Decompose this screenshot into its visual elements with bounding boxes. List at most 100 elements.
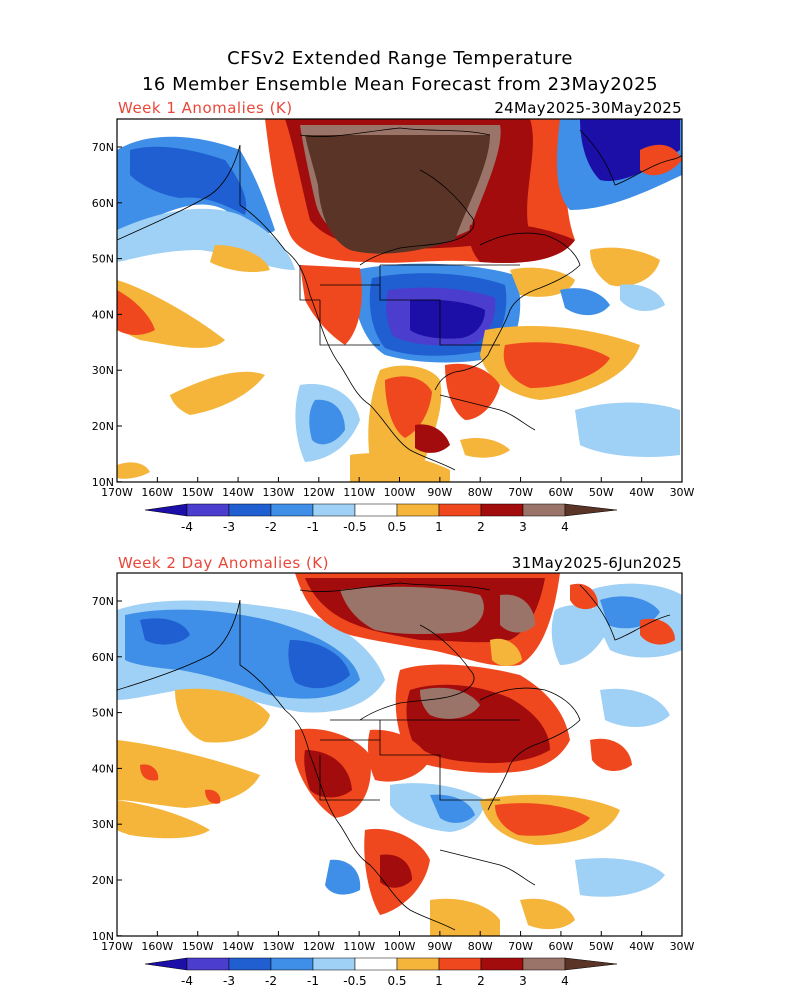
lat-label: 30N	[92, 818, 114, 831]
lon-label: 170W	[101, 940, 133, 953]
colorbar-label: 1	[435, 974, 443, 988]
lon-label: 40W	[629, 940, 654, 953]
colorbar-segment	[270, 503, 314, 517]
colorbar-week2: -4 -3 -2 -1 -0.5 0.5 1 2 3 4	[144, 957, 618, 988]
map2-coastlines	[117, 582, 671, 931]
colorbar-label: 3	[519, 974, 527, 988]
lat-label: 60N	[92, 197, 114, 210]
lat-label: 50N	[92, 707, 114, 720]
lon-label: 130W	[262, 940, 294, 953]
colorbar-segment	[312, 503, 356, 517]
map2-lon-labels: 170W 160W 150W 140W 130W 120W 110W 100W 90W 80W 70…	[101, 931, 695, 953]
lon-label: 140W	[222, 486, 254, 499]
lon-label: 120W	[303, 486, 335, 499]
panel1-label: Week 1 Anomalies (K)	[118, 99, 293, 117]
panel2-date-range: 31May2025-6Jun2025	[511, 554, 682, 572]
chart-title-line2: 16 Member Ensemble Mean Forecast from 23…	[141, 74, 659, 95]
colorbar-week1: -4 -3 -2 -1 -0.5 0.5 1 2 3 4	[144, 503, 618, 534]
colorbar-segment	[228, 957, 272, 971]
colorbar-segment	[522, 503, 566, 517]
anomaly-hot-core-canada	[305, 135, 490, 254]
colorbar-segment	[564, 503, 618, 517]
colorbar-label: -0.5	[343, 520, 366, 534]
colorbar-segment	[228, 503, 272, 517]
colorbar-label: -2	[265, 520, 277, 534]
lat-label: 60N	[92, 651, 114, 664]
colorbar-segment	[480, 503, 524, 517]
lon-label: 130W	[262, 486, 294, 499]
colorbar-segment	[396, 503, 440, 517]
colorbar-segment	[480, 957, 524, 971]
chart-title-line1: CFSv2 Extended Range Temperature	[227, 48, 573, 69]
colorbar-segment	[144, 503, 188, 517]
panel1-date-range: 24May2025-30May2025	[494, 99, 682, 117]
colorbar-segment	[396, 957, 440, 971]
lat-label: 70N	[92, 595, 114, 608]
lon-label: 30W	[670, 940, 695, 953]
lon-label: 140W	[222, 940, 254, 953]
colorbar-label: 4	[561, 974, 569, 988]
colorbar-label: -3	[223, 974, 235, 988]
colorbar-segment	[186, 503, 230, 517]
lon-label: 70W	[508, 486, 533, 499]
lat-label: 40N	[92, 308, 114, 321]
colorbar-segment	[354, 503, 398, 517]
lon-label: 60W	[548, 940, 573, 953]
colorbar-segment	[186, 957, 230, 971]
lon-label: 170W	[101, 486, 133, 499]
map1-lon-labels: 170W 160W 150W 140W 130W 120W 110W 100W 90W 80W 70…	[101, 477, 695, 499]
colorbar-segment	[270, 957, 314, 971]
colorbar-label: -0.5	[343, 974, 366, 988]
lat-label: 50N	[92, 253, 114, 266]
colorbar-label: -1	[307, 974, 319, 988]
lon-label: 70W	[508, 940, 533, 953]
colorbar-label: -4	[181, 974, 193, 988]
lon-label: 30W	[670, 486, 695, 499]
lat-label: 20N	[92, 874, 114, 887]
colorbar-label: -1	[307, 520, 319, 534]
colorbar-label: 4	[561, 520, 569, 534]
lat-label: 10N	[92, 476, 114, 489]
lat-label: 30N	[92, 364, 114, 377]
colorbar-segment	[144, 957, 188, 971]
lat-label: 70N	[92, 141, 114, 154]
anomaly-warm-pacific	[117, 740, 260, 808]
colorbar-segment	[522, 957, 566, 971]
lon-label: 90W	[427, 940, 452, 953]
colorbar-segment	[312, 957, 356, 971]
colorbar-label: 2	[477, 520, 485, 534]
lat-label: 10N	[92, 930, 114, 943]
lon-label: 50W	[589, 940, 614, 953]
panel2-label: Week 2 Day Anomalies (K)	[118, 554, 329, 572]
lon-label: 160W	[141, 940, 173, 953]
lon-label: 110W	[343, 940, 375, 953]
map1-coastlines	[117, 127, 682, 471]
colorbar-label: 0.5	[387, 974, 406, 988]
colorbar-label: 1	[435, 520, 443, 534]
colorbar-segment	[564, 957, 618, 971]
lon-label: 150W	[182, 940, 214, 953]
map1-lat-labels: 70N 60N 50N 40N 30N 20N 10N	[92, 141, 122, 489]
colorbar-segment	[438, 503, 482, 517]
lon-label: 50W	[589, 486, 614, 499]
colorbar-label: -4	[181, 520, 193, 534]
lon-label: 80W	[468, 486, 493, 499]
colorbar-label: 0.5	[387, 520, 406, 534]
map2-lat-labels: 70N 60N 50N 40N 30N 20N 10N	[92, 595, 122, 943]
colorbar-label: 3	[519, 520, 527, 534]
lon-label: 40W	[629, 486, 654, 499]
lat-label: 20N	[92, 420, 114, 433]
lon-label: 160W	[141, 486, 173, 499]
colorbar-label: -3	[223, 520, 235, 534]
lon-label: 100W	[384, 940, 416, 953]
lon-label: 120W	[303, 940, 335, 953]
colorbar-segment	[438, 957, 482, 971]
lon-label: 150W	[182, 486, 214, 499]
lat-label: 40N	[92, 762, 114, 775]
colorbar-segment	[354, 957, 398, 971]
lon-label: 110W	[343, 486, 375, 499]
